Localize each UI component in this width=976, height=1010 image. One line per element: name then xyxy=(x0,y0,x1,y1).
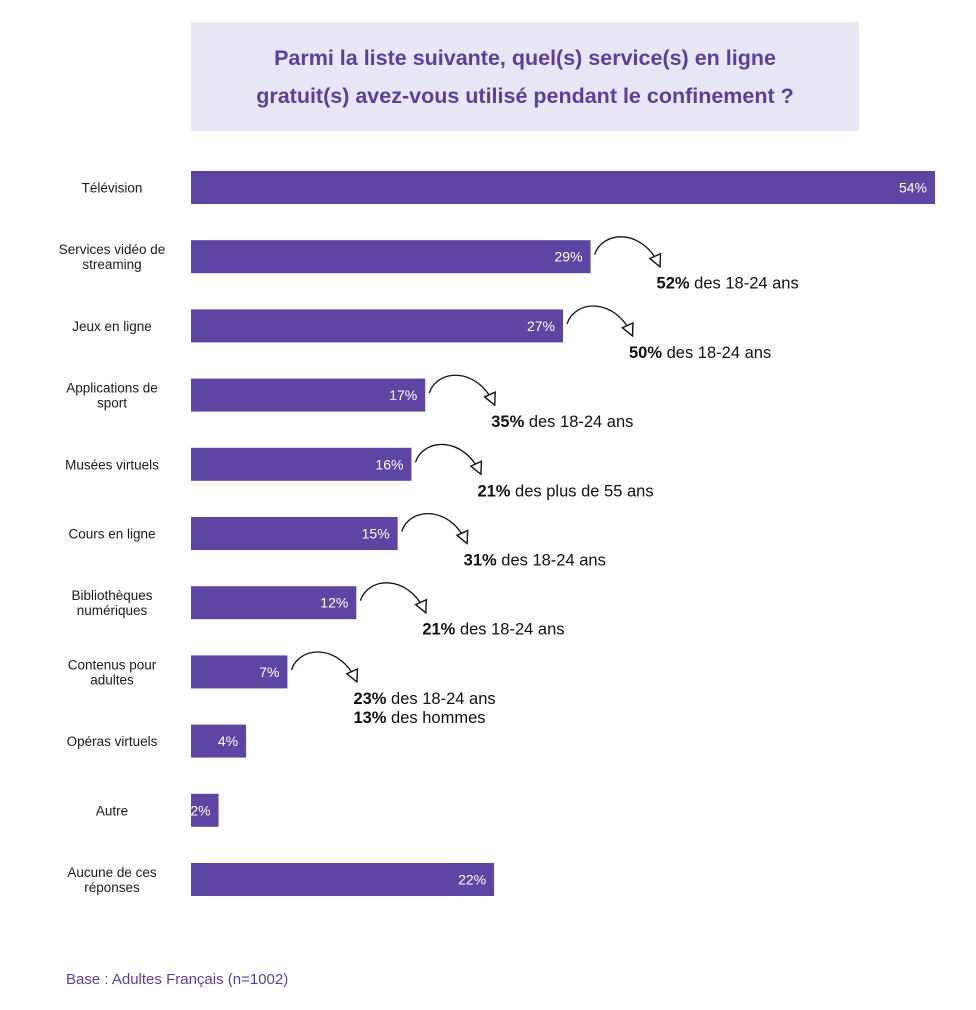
bar xyxy=(191,793,219,827)
annotation-description: des hommes xyxy=(386,709,485,727)
annotation-text: 31% des 18-24 ans xyxy=(464,552,606,570)
annotation-arrow xyxy=(593,236,660,266)
annotation-description: des 18-24 ans xyxy=(524,413,633,431)
category-label: Opéras virtuels xyxy=(67,734,158,749)
bar-value-label: 29% xyxy=(555,249,583,265)
category-label: Services vidéo de xyxy=(59,242,166,257)
category-label: réponses xyxy=(84,880,140,895)
bar xyxy=(191,655,288,689)
bar-value-label: 22% xyxy=(458,872,486,888)
category-label: adultes xyxy=(90,672,134,687)
category-label: Jeux en ligne xyxy=(72,319,152,334)
bar-value-label: 27% xyxy=(527,318,555,334)
annotation-percent: 35% xyxy=(491,413,524,431)
annotation-description: des plus de 55 ans xyxy=(510,482,653,500)
annotation-text: 50% des 18-24 ans xyxy=(629,344,771,362)
annotation-description: des 18-24 ans xyxy=(690,275,799,293)
bar-value-label: 4% xyxy=(218,733,238,749)
annotation-percent: 21% xyxy=(477,482,510,500)
annotation-percent: 31% xyxy=(464,552,497,570)
annotation-description: des 18-24 ans xyxy=(497,552,606,570)
bar xyxy=(191,586,357,620)
category-label: numériques xyxy=(77,603,148,618)
category-label: Applications de xyxy=(66,381,158,396)
bar xyxy=(191,724,247,758)
category-label: streaming xyxy=(82,257,141,272)
chart-title-box: Parmi la liste suivante, quel(s) service… xyxy=(191,22,859,131)
footer-base-note: Base : Adultes Français (n=1002) xyxy=(66,971,289,988)
bar xyxy=(191,447,412,481)
bar xyxy=(191,240,591,274)
category-label: Musées virtuels xyxy=(65,457,159,472)
annotation-arrow xyxy=(566,305,632,335)
bar-value-label: 17% xyxy=(389,387,417,403)
annotation-text: 21% des plus de 55 ans xyxy=(477,482,653,500)
annotation-arrow xyxy=(401,512,467,543)
category-label: Autre xyxy=(96,803,128,818)
annotation-description: des 18-24 ans xyxy=(455,621,564,639)
bar-value-label: 15% xyxy=(362,526,390,542)
annotation-text: 13% des hommes xyxy=(353,709,485,727)
annotation-text: 21% des 18-24 ans xyxy=(422,621,564,639)
annotation-arrow xyxy=(359,582,425,612)
bar-value-label: 16% xyxy=(375,456,403,472)
annotation-text: 35% des 18-24 ans xyxy=(491,413,633,431)
category-label: Aucune de ces xyxy=(67,865,157,880)
annotation-text: 52% des 18-24 ans xyxy=(657,275,799,293)
chart-title-line-2: gratuit(s) avez-vous utilisé pendant le … xyxy=(256,83,794,108)
annotation-description: des 18-24 ans xyxy=(662,344,771,362)
annotation-percent: 23% xyxy=(353,690,386,708)
category-label: Contenus pour xyxy=(68,657,157,672)
bar-value-label: 2% xyxy=(190,802,210,818)
bar-value-label: 7% xyxy=(259,664,279,680)
annotation-arrow xyxy=(290,651,356,681)
bar xyxy=(191,517,398,550)
annotation-percent: 13% xyxy=(353,709,386,727)
category-label: sport xyxy=(97,396,127,411)
annotation-percent: 50% xyxy=(629,344,662,362)
bar xyxy=(191,171,935,204)
category-label: Bibliothèques xyxy=(71,588,152,603)
bar-value-label: 12% xyxy=(320,595,348,611)
bar xyxy=(191,863,495,896)
category-label: Cours en ligne xyxy=(68,527,155,542)
annotation-percent: 21% xyxy=(422,621,455,639)
chart-title-line-1: Parmi la liste suivante, quel(s) service… xyxy=(274,45,776,70)
annotation-description: des 18-24 ans xyxy=(386,690,495,708)
annotation-arrow xyxy=(428,374,494,404)
annotation-percent: 52% xyxy=(657,275,690,293)
bar xyxy=(191,309,563,343)
bar-value-label: 54% xyxy=(899,180,927,196)
annotation-arrow xyxy=(414,443,480,473)
category-label: Télévision xyxy=(82,181,143,196)
bar xyxy=(191,378,426,412)
annotation-text: 23% des 18-24 ans xyxy=(353,690,495,708)
